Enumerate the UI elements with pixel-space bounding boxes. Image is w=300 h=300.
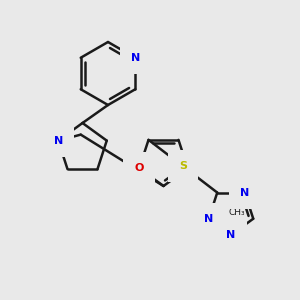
Text: N: N [131,53,140,63]
Text: S: S [179,161,187,171]
Text: CH₃: CH₃ [228,208,245,217]
Text: N: N [240,188,249,198]
Text: N: N [226,230,236,240]
Text: O: O [135,164,144,173]
Text: N: N [204,214,213,224]
Text: N: N [54,136,63,146]
